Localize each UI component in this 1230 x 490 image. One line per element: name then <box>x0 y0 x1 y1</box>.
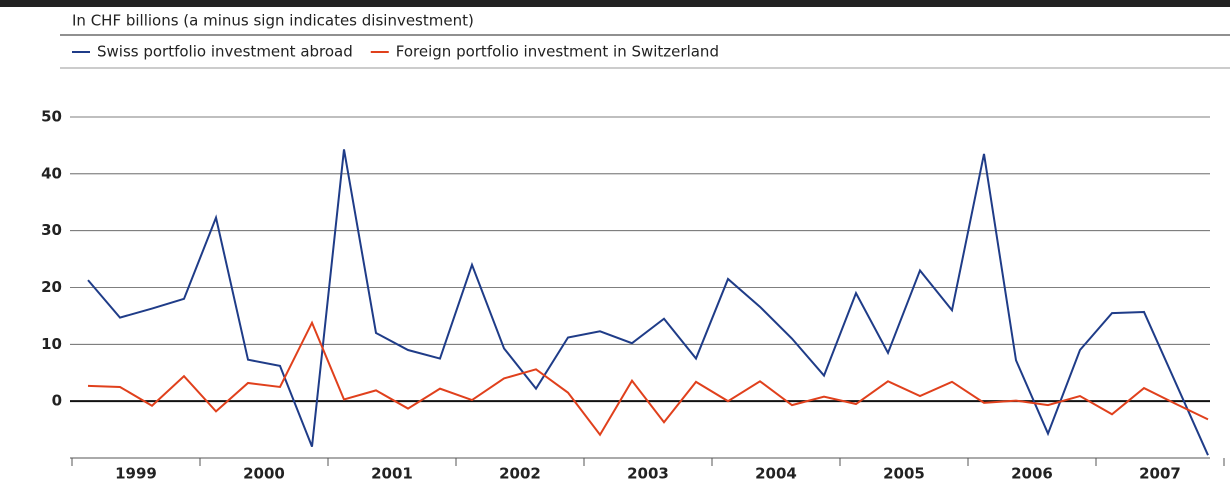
subtitle: In CHF billions (a minus sign indicates … <box>72 12 474 30</box>
y-tick-label: 30 <box>41 221 62 239</box>
y-tick-label: 20 <box>41 278 62 296</box>
x-tick-label: 2006 <box>1011 465 1053 483</box>
x-tick-label: 2003 <box>627 465 669 483</box>
legend-label: Foreign portfolio investment in Switzerl… <box>396 43 719 61</box>
series-line <box>87 149 1209 456</box>
y-tick-label: 0 <box>52 392 62 410</box>
x-tick-label: 2001 <box>371 465 413 483</box>
x-tick-label: 2002 <box>499 465 541 483</box>
x-tick-label: 2000 <box>243 465 285 483</box>
legend: Swiss portfolio investment abroad Foreign… <box>72 43 719 61</box>
x-tick-label: 2007 <box>1139 465 1181 483</box>
top-bar <box>0 0 1230 7</box>
legend-label: Swiss portfolio investment abroad <box>97 43 353 61</box>
x-tick-label: 2005 <box>883 465 925 483</box>
x-tick-label: 1999 <box>115 465 157 483</box>
y-tick-label: 40 <box>41 164 62 182</box>
y-tick-label: 10 <box>41 335 62 353</box>
x-tick-label: 2004 <box>755 465 797 483</box>
series-line <box>87 320 1209 437</box>
y-tick-label: 50 <box>41 108 62 126</box>
